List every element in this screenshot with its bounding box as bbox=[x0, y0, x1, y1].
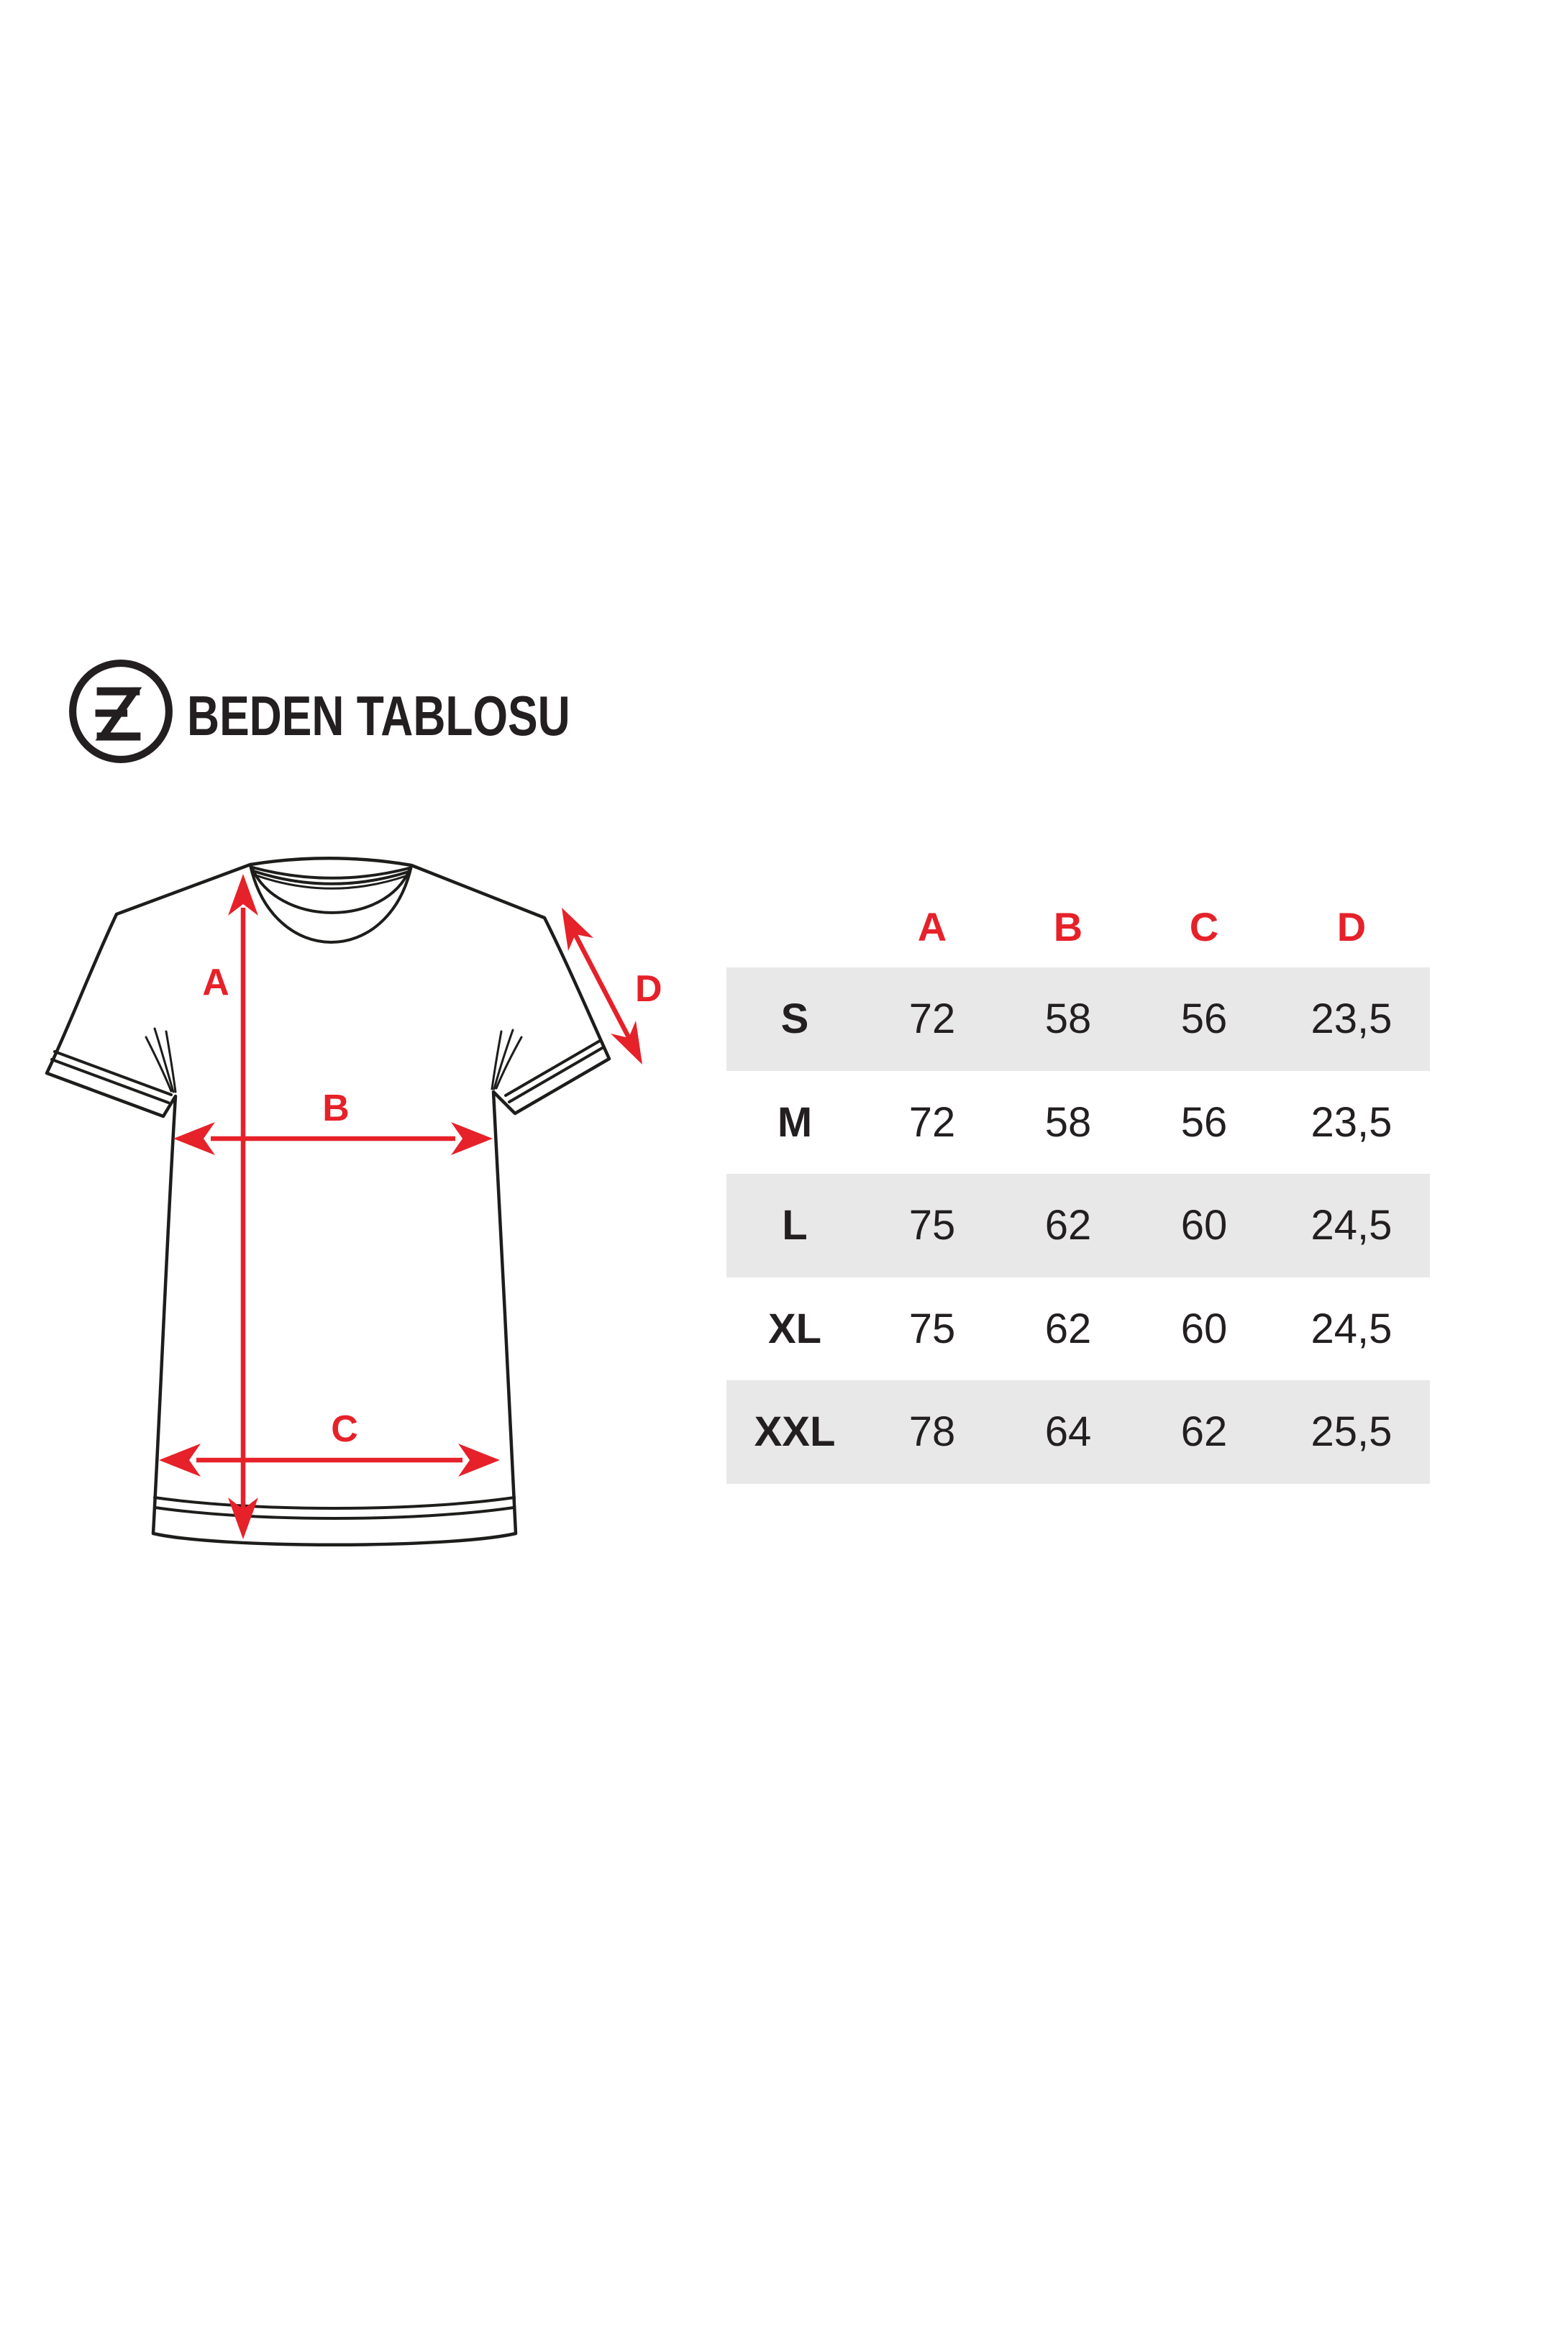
label-c: C bbox=[331, 1408, 358, 1450]
collar-lines bbox=[249, 864, 413, 944]
logo-z-glyph bbox=[95, 687, 142, 741]
value-c: 60 bbox=[1180, 1305, 1228, 1352]
column-header-c: C bbox=[1189, 904, 1219, 949]
value-b: 64 bbox=[1044, 1408, 1092, 1456]
value-d: 24,5 bbox=[1311, 1305, 1392, 1352]
value-a: 72 bbox=[908, 995, 956, 1043]
value-a: 75 bbox=[908, 1202, 956, 1249]
logo-circle bbox=[69, 660, 173, 763]
measure-arrow-a: A bbox=[202, 874, 258, 1539]
value-c: 56 bbox=[1180, 1098, 1228, 1146]
size-label: M bbox=[777, 1098, 813, 1146]
size-table-header: A B C D bbox=[726, 892, 1430, 967]
size-label: XL bbox=[767, 1305, 822, 1352]
value-b: 58 bbox=[1044, 1098, 1092, 1146]
label-b: B bbox=[322, 1088, 350, 1129]
measure-arrow-d: D bbox=[562, 908, 662, 1065]
hem-stitch-lines bbox=[153, 1496, 516, 1520]
column-header-b: B bbox=[1053, 904, 1083, 949]
table-row-xxl: XXL 78 64 62 25,5 bbox=[726, 1380, 1430, 1484]
label-a: A bbox=[202, 962, 229, 1003]
value-b: 62 bbox=[1044, 1202, 1092, 1249]
value-a: 75 bbox=[908, 1305, 956, 1352]
size-label: S bbox=[780, 995, 809, 1043]
column-header-d: D bbox=[1336, 904, 1367, 949]
value-d: 23,5 bbox=[1311, 995, 1392, 1043]
value-d: 23,5 bbox=[1311, 1098, 1392, 1146]
table-row-m: M 72 58 56 23,5 bbox=[726, 1071, 1430, 1175]
value-d: 24,5 bbox=[1311, 1202, 1392, 1249]
column-header-a: A bbox=[917, 904, 947, 949]
table-row-l: L 75 62 60 24,5 bbox=[726, 1174, 1430, 1277]
value-b: 58 bbox=[1044, 995, 1092, 1043]
corner-cell bbox=[726, 875, 863, 967]
measure-arrow-b: B bbox=[173, 1088, 493, 1155]
tshirt-measurement-diagram: A B C D bbox=[45, 857, 662, 1546]
armpit-creases bbox=[145, 1027, 523, 1093]
page-title: BEDEN TABLOSU bbox=[187, 684, 570, 747]
cuff-stitch-lines bbox=[50, 1039, 605, 1104]
size-table: A B C D S 72 58 56 23,5 M 72 58 56 23,5 … bbox=[726, 892, 1430, 1484]
value-b: 62 bbox=[1044, 1305, 1092, 1352]
size-label: XXL bbox=[754, 1408, 836, 1456]
value-a: 78 bbox=[908, 1408, 956, 1456]
label-d: D bbox=[635, 968, 662, 1010]
value-c: 62 bbox=[1180, 1408, 1228, 1456]
value-c: 60 bbox=[1180, 1202, 1228, 1249]
value-c: 56 bbox=[1180, 995, 1228, 1043]
size-label: L bbox=[782, 1202, 808, 1249]
table-row-xl: XL 75 62 60 24,5 bbox=[726, 1277, 1430, 1381]
value-d: 25,5 bbox=[1311, 1408, 1392, 1456]
value-a: 72 bbox=[908, 1098, 956, 1146]
measure-arrow-c: C bbox=[159, 1408, 500, 1477]
tshirt-outline bbox=[45, 857, 611, 1546]
table-row-s: S 72 58 56 23,5 bbox=[726, 967, 1430, 1071]
ez-monogram-icon bbox=[69, 660, 173, 763]
